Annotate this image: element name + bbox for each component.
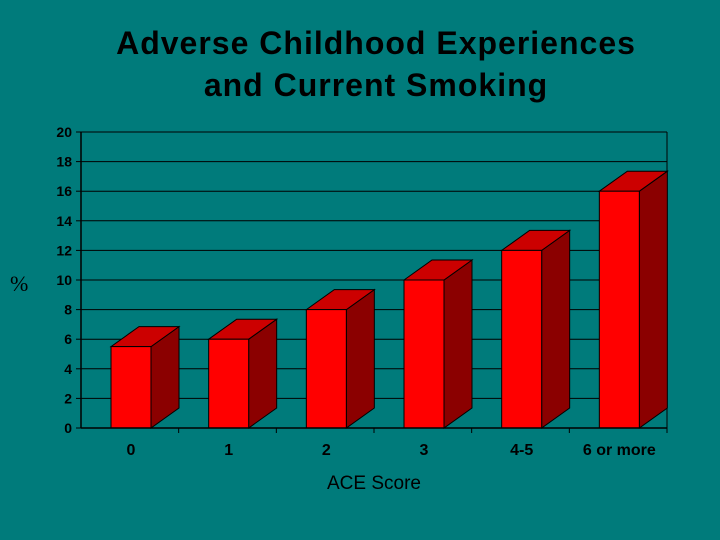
bar bbox=[207, 318, 279, 429]
bar-side bbox=[541, 229, 571, 429]
bar bbox=[304, 288, 376, 429]
bar-side bbox=[638, 170, 668, 429]
x-axis-label: ACE Score bbox=[327, 473, 421, 494]
y-tick-label: 0 bbox=[64, 420, 72, 436]
chart-title-line-1: Adverse Childhood Experiences bbox=[116, 25, 636, 61]
bar-side bbox=[345, 288, 375, 429]
y-tick-label: 10 bbox=[56, 272, 72, 288]
x-tick-label: 1 bbox=[224, 442, 233, 459]
x-tick-label: 0 bbox=[127, 442, 136, 459]
bar bbox=[500, 229, 572, 429]
bar-front bbox=[501, 249, 543, 429]
axes bbox=[76, 131, 668, 433]
bar-front bbox=[403, 279, 445, 429]
bar-side bbox=[443, 259, 473, 429]
bar bbox=[597, 170, 669, 429]
bar-front bbox=[208, 338, 250, 429]
x-tick-label: 3 bbox=[420, 442, 429, 459]
bar-front bbox=[598, 190, 640, 429]
bar bbox=[109, 325, 181, 429]
bar-front bbox=[305, 309, 347, 429]
y-tick-label: 12 bbox=[56, 242, 72, 258]
y-tick-label: 4 bbox=[64, 361, 72, 377]
y-tick-label: 20 bbox=[56, 124, 72, 140]
x-tick-label: 4-5 bbox=[510, 442, 533, 459]
y-tick-label: 8 bbox=[64, 302, 72, 318]
bar bbox=[402, 259, 474, 429]
chart-title-line-2: and Current Smoking bbox=[203, 67, 549, 103]
y-tick-label: 14 bbox=[56, 213, 72, 229]
y-axis-label: % bbox=[10, 271, 29, 296]
y-tick-label: 16 bbox=[56, 183, 72, 199]
y-tick-label: 2 bbox=[64, 390, 72, 406]
x-tick-label: 6 or more bbox=[583, 442, 656, 459]
bar-front bbox=[110, 346, 152, 429]
bars bbox=[109, 170, 669, 429]
y-tick-label: 18 bbox=[56, 154, 72, 170]
y-tick-label: 6 bbox=[64, 331, 72, 347]
chart-title: Adverse Childhood Experiences and Curren… bbox=[0, 22, 720, 106]
x-tick-label: 2 bbox=[322, 442, 331, 459]
